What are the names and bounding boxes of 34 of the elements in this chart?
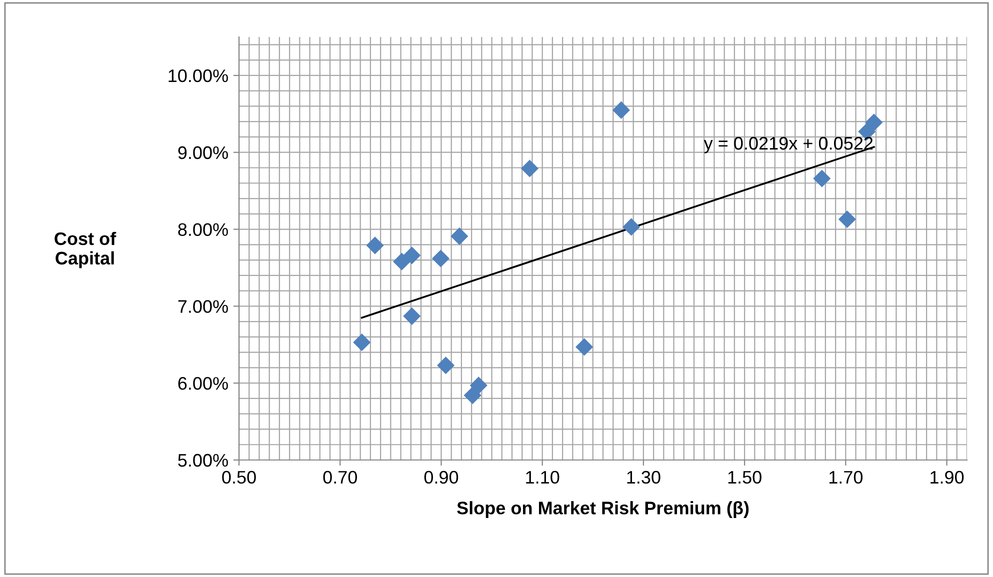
point [393, 252, 411, 270]
point [838, 210, 856, 228]
x-tick-label: 1.50 [728, 470, 762, 484]
point [366, 236, 384, 254]
y-tick-label: 5.00% [178, 454, 228, 467]
point [436, 356, 455, 374]
point [470, 376, 488, 394]
y-tick-label: 9.00% [178, 146, 228, 160]
point [622, 218, 640, 236]
x-tick-label: 0.50 [222, 470, 256, 484]
y-tick-label: 6.00% [178, 377, 228, 390]
point [450, 227, 468, 245]
x-tick-label: 1.30 [627, 470, 660, 484]
x-tick-label: 1.90 [930, 470, 964, 484]
point [464, 386, 482, 404]
point [403, 307, 421, 325]
point [612, 101, 630, 119]
y-tick-label: 8.00% [178, 223, 228, 236]
y-axis-title: Cost of Capital [54, 232, 116, 268]
x-tick-label: 0.90 [424, 470, 458, 484]
y-tick-label: 7.00% [178, 300, 228, 313]
annotation: y = 0.0219x + 0.0522 [704, 136, 873, 154]
point [813, 170, 831, 188]
point [520, 160, 538, 178]
point [865, 114, 883, 132]
point [576, 338, 594, 356]
point [353, 334, 371, 352]
x-tick-label: 1.10 [526, 470, 560, 484]
x-tick-label: 1.70 [829, 470, 863, 484]
x-axis-title: Slope on Market Risk Premium (β) [457, 501, 749, 518]
x-tick-label: 0.70 [323, 470, 357, 484]
point [432, 250, 450, 268]
point [403, 246, 421, 264]
y-tick-label: 10.00% [168, 69, 228, 82]
